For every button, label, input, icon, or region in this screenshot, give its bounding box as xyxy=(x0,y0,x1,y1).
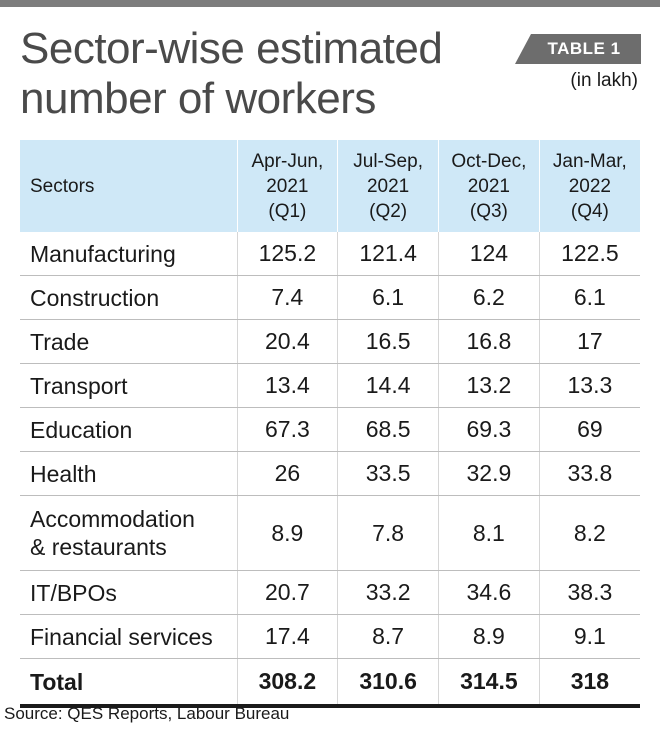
row-value: 26 xyxy=(236,451,338,496)
total-value: 318 xyxy=(538,658,640,708)
row-value: 33.2 xyxy=(337,570,439,615)
row-value: 7.8 xyxy=(337,495,439,571)
row-sector: Health xyxy=(20,451,237,496)
title-line-1: Sector-wise estimated xyxy=(20,24,443,73)
row-sector-line-2: & restaurants xyxy=(30,534,167,560)
table-row: Financial services 17.4 8.7 8.9 9.1 xyxy=(20,614,640,659)
workers-table: Sectors Apr-Jun, 2021 (Q1) Jul-Sep, 2021… xyxy=(20,140,640,708)
row-value: 68.5 xyxy=(337,407,439,452)
header-q3: Oct-Dec, 2021 (Q3) xyxy=(438,140,540,232)
header-q2-year: 2021 xyxy=(366,175,410,197)
row-sector: Trade xyxy=(20,319,237,364)
row-value: 124 xyxy=(438,232,540,276)
table-row: Transport 13.4 14.4 13.2 13.3 xyxy=(20,363,640,408)
total-value: 308.2 xyxy=(236,658,338,708)
row-value: 122.5 xyxy=(538,232,640,276)
row-value: 14.4 xyxy=(337,363,439,408)
header-q4-label: (Q4) xyxy=(570,200,609,222)
table-row: Manufacturing 125.2 121.4 124 122.5 xyxy=(20,232,640,276)
total-row: Total 308.2 310.6 314.5 318 xyxy=(20,658,640,708)
header-q2: Jul-Sep, 2021 (Q2) xyxy=(337,140,439,232)
row-value: 69 xyxy=(538,407,640,452)
row-value: 16.8 xyxy=(438,319,540,364)
row-value: 17 xyxy=(538,319,640,364)
row-sector-line-1: Accommodation xyxy=(30,506,195,532)
header-q1-year: 2021 xyxy=(266,175,309,197)
table-row: Construction 7.4 6.1 6.2 6.1 xyxy=(20,275,640,320)
row-value: 17.4 xyxy=(236,614,338,659)
header-q4: Jan-Mar, 2022 (Q4) xyxy=(538,140,640,232)
row-value: 13.3 xyxy=(538,363,640,408)
header-q1-label: (Q1) xyxy=(268,200,307,222)
row-value: 13.4 xyxy=(236,363,338,408)
row-value: 34.6 xyxy=(438,570,540,615)
row-value: 67.3 xyxy=(236,407,338,452)
source-note: Source: QES Reports, Labour Bureau xyxy=(4,704,290,723)
header-q3-label: (Q3) xyxy=(469,200,508,222)
row-value: 16.5 xyxy=(337,319,439,364)
total-value: 314.5 xyxy=(438,658,540,708)
row-sector: Transport xyxy=(20,363,237,408)
row-value: 8.7 xyxy=(337,614,439,659)
header-q4-months: Jan-Mar, xyxy=(552,150,627,172)
header-q3-months: Oct-Dec, xyxy=(451,150,527,172)
row-value: 32.9 xyxy=(438,451,540,496)
row-value: 8.1 xyxy=(438,495,540,571)
total-value: 310.6 xyxy=(337,658,439,708)
table-row: Accommodation & restaurants 8.9 7.8 8.1 … xyxy=(20,495,640,571)
row-sector: IT/BPOs xyxy=(20,570,237,615)
table-badge: TABLE 1 xyxy=(515,34,641,64)
row-value: 8.9 xyxy=(236,495,338,571)
row-value: 33.5 xyxy=(337,451,439,496)
unit-note: (in lakh) xyxy=(570,70,638,91)
table-row: Trade 20.4 16.5 16.8 17 xyxy=(20,319,640,364)
header-q1-months: Apr-Jun, xyxy=(251,150,324,172)
row-value: 9.1 xyxy=(538,614,640,659)
row-sector: Construction xyxy=(20,275,237,320)
total-label: Total xyxy=(20,658,237,708)
row-sector: Accommodation & restaurants xyxy=(20,495,237,571)
row-sector: Financial services xyxy=(20,614,237,659)
header-sectors: Sectors xyxy=(30,175,95,197)
table-header-row: Sectors Apr-Jun, 2021 (Q1) Jul-Sep, 2021… xyxy=(20,140,640,232)
page-title: Sector-wise estimated number of workers xyxy=(20,24,490,124)
row-value: 69.3 xyxy=(438,407,540,452)
row-sector: Education xyxy=(20,407,237,452)
row-value: 38.3 xyxy=(538,570,640,615)
row-value: 8.9 xyxy=(438,614,540,659)
row-value: 33.8 xyxy=(538,451,640,496)
row-value: 13.2 xyxy=(438,363,540,408)
row-value: 6.2 xyxy=(438,275,540,320)
row-value: 125.2 xyxy=(236,232,338,276)
top-rule xyxy=(0,0,660,7)
row-value: 8.2 xyxy=(538,495,640,571)
table-row: IT/BPOs 20.7 33.2 34.6 38.3 xyxy=(20,570,640,615)
row-sector: Manufacturing xyxy=(20,232,237,276)
table-row: Education 67.3 68.5 69.3 69 xyxy=(20,407,640,452)
header-q4-year: 2022 xyxy=(568,175,612,197)
title-line-2: number of workers xyxy=(20,74,376,123)
row-value: 20.4 xyxy=(236,319,338,364)
table-row: Health 26 33.5 32.9 33.8 xyxy=(20,451,640,496)
row-value: 6.1 xyxy=(337,275,439,320)
row-value: 7.4 xyxy=(236,275,338,320)
header-q1: Apr-Jun, 2021 (Q1) xyxy=(236,140,338,232)
row-value: 121.4 xyxy=(337,232,439,276)
header-q2-months: Jul-Sep, xyxy=(353,150,423,172)
header-q3-year: 2021 xyxy=(467,175,511,197)
row-value: 20.7 xyxy=(236,570,338,615)
header-q2-label: (Q2) xyxy=(369,200,408,222)
row-value: 6.1 xyxy=(538,275,640,320)
